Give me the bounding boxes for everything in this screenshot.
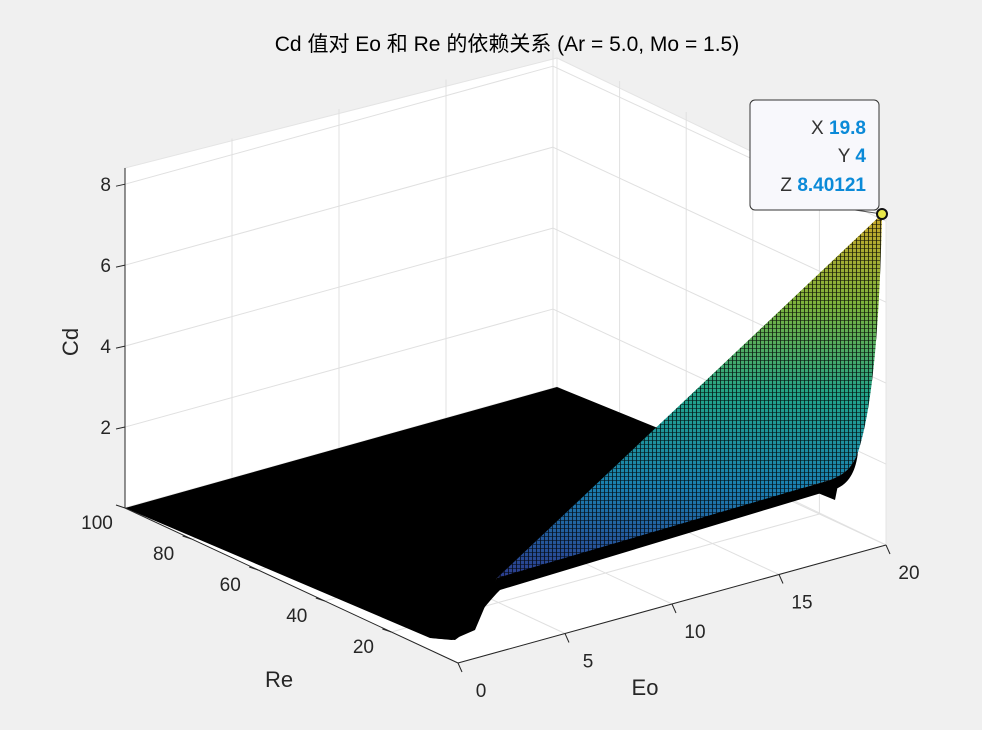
y-tick: [382, 628, 392, 633]
datatip-x-label: X: [811, 118, 824, 139]
datatip-z-value: 8.40121: [797, 175, 866, 196]
y-tick-label: 20: [353, 637, 374, 658]
x-tick: [885, 544, 891, 555]
x-tick: [564, 633, 570, 643]
datatip-y-row: Y 4: [838, 146, 867, 167]
datatip-x-row: X 19.8: [811, 118, 866, 139]
x-tick: [778, 574, 784, 584]
z-tick: [115, 264, 126, 268]
x-tick-label: 20: [898, 563, 919, 584]
z-tick: [115, 426, 126, 430]
y-tick: [249, 566, 259, 571]
y-tick: [315, 597, 325, 602]
surface-side-band: [430, 452, 858, 640]
tick-marks: [115, 183, 891, 673]
z-tick-label: 4: [100, 337, 111, 358]
z-axis-label: Cd: [58, 328, 83, 356]
x-tick-label: 15: [791, 593, 812, 614]
x-tick-label: 0: [476, 681, 487, 702]
z-tick-label: 2: [100, 418, 111, 439]
datatip-box: [749, 99, 880, 211]
datatip-y-label: Y: [838, 146, 851, 167]
x-tick-label: 10: [684, 622, 705, 643]
x-axis-label: Eo: [632, 675, 659, 700]
x-tick: [671, 603, 677, 614]
datatip-y-value: 4: [855, 146, 866, 167]
y-tick-label: 80: [153, 544, 174, 565]
chart-title: Cd 值对 Eo 和 Re 的依赖关系 (Ar = 5.0, Mo = 1.5): [275, 33, 739, 56]
y-tick-label: 100: [81, 513, 113, 534]
grid-z-left-wall: [124, 308, 554, 428]
tick-labels: 0 5 10 15 20 20 40 60 80 100 2 4 6 8: [81, 175, 919, 702]
datatip[interactable]: X 19.8 Y 4 Z 8.40121: [749, 99, 888, 220]
grid-z-left-wall: [124, 65, 554, 185]
x-tick: [457, 662, 463, 673]
y-axis-line: [124, 507, 459, 664]
datatip-z-row: Z 8.40121: [780, 175, 866, 196]
z-tick: [115, 345, 126, 349]
datatip-marker[interactable]: [876, 208, 888, 220]
datatip-z-label: Z: [780, 175, 792, 196]
grid-z-left-wall: [124, 146, 554, 266]
datatip-x-value: 19.8: [829, 118, 866, 139]
y-tick-label: 40: [286, 606, 307, 627]
grid-z-left-wall: [124, 227, 554, 347]
y-tick: [115, 504, 126, 509]
z-tick-label: 6: [100, 256, 111, 277]
z-tick-label: 8: [100, 175, 111, 196]
y-tick: [182, 535, 192, 540]
y-tick-label: 60: [220, 575, 241, 596]
z-tick: [115, 183, 126, 187]
y-axis-label: Re: [265, 667, 293, 692]
x-tick-label: 5: [583, 652, 594, 673]
surface-rising-mesh: [497, 214, 882, 578]
